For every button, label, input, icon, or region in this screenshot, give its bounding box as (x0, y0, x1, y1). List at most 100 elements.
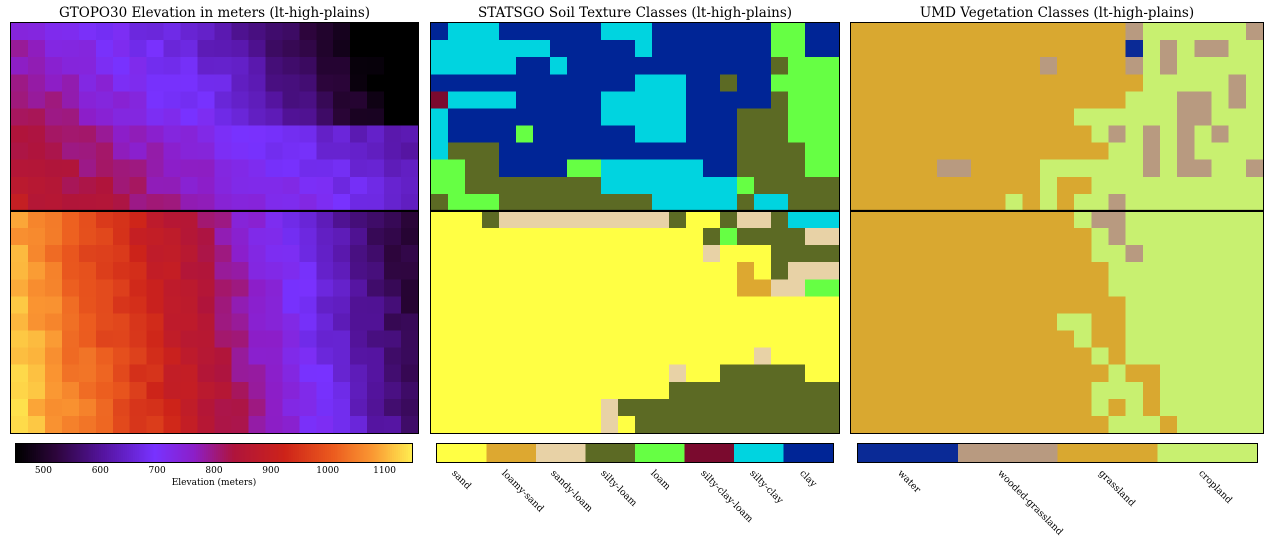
soil-cell (805, 193, 823, 212)
vegetation-cell (1194, 245, 1212, 263)
soil-cell (448, 125, 466, 143)
soil-cell (482, 313, 500, 331)
elevation-cell (180, 23, 198, 41)
vegetation-cell (1057, 364, 1075, 383)
colorbar-segment (134, 444, 138, 462)
soil-cell (482, 262, 500, 280)
soil-cell (669, 279, 687, 297)
colorbar-segment (148, 444, 152, 462)
vegetation-colorbar-swatch (858, 444, 959, 462)
vegetation-cell (1211, 108, 1230, 126)
vegetation-cell (954, 296, 972, 314)
elevation-cell (265, 57, 283, 75)
vegetation-cell (1057, 415, 1075, 433)
vegetation-cell (1108, 57, 1127, 75)
soil-cell (805, 210, 823, 229)
vegetation-cell (1039, 193, 1058, 212)
vegetation-cell (1125, 57, 1144, 75)
elevation-cell (367, 74, 385, 92)
vegetation-cell (1211, 398, 1230, 417)
elevation-cell (197, 193, 215, 212)
soil-cell (635, 296, 653, 314)
elevation-cell (282, 228, 300, 246)
soil-cell (533, 296, 551, 314)
elevation-cell (333, 398, 351, 417)
vegetation-cell (1091, 347, 1109, 366)
elevation-cell (163, 142, 181, 161)
elevation-cell (197, 296, 215, 314)
soil-cell (686, 245, 704, 263)
vegetation-cell (1211, 210, 1230, 229)
vegetation-cell (1057, 245, 1075, 263)
vegetation-cell (1091, 210, 1109, 229)
soil-cell (448, 330, 466, 348)
vegetation-cell (1177, 142, 1195, 161)
colorbar-segment (309, 444, 312, 462)
elevation-cell (11, 364, 29, 383)
soil-cell (652, 364, 670, 383)
vegetation-cell (1057, 347, 1075, 366)
soil-category-label: silty-clay-loam (697, 468, 755, 525)
vegetation-cell (1245, 245, 1263, 263)
elevation-cell (95, 279, 114, 297)
soil-cell (431, 279, 449, 297)
colorbar-segment (83, 444, 86, 462)
vegetation-cell (1022, 142, 1041, 161)
vegetation-cell (885, 313, 903, 331)
elevation-cell (146, 159, 164, 178)
elevation-cell (11, 57, 29, 75)
elevation-cell (248, 313, 266, 331)
elevation-cell (333, 415, 351, 433)
elevation-cell (299, 364, 317, 383)
vegetation-cell (868, 108, 886, 126)
soil-cell (465, 296, 483, 314)
soil-cell (635, 159, 653, 178)
soil-cell (822, 40, 839, 58)
soil-cell (822, 364, 839, 383)
colorbar-segment (180, 444, 183, 462)
soil-cell (618, 245, 636, 263)
colorbar-segment (408, 444, 411, 462)
vegetation-cell (1125, 142, 1144, 161)
soil-cell (618, 210, 636, 229)
elevation-cell (163, 210, 181, 229)
soil-cell (533, 193, 551, 212)
vegetation-cell (919, 108, 938, 126)
vegetation-cell (885, 176, 903, 195)
elevation-cell (214, 364, 232, 383)
elevation-cell (27, 415, 46, 433)
soil-cell (431, 74, 449, 92)
vegetation-cell (1211, 23, 1230, 41)
elevation-cell (214, 159, 232, 178)
elevation-cell (367, 23, 385, 41)
elevation-cell (316, 193, 334, 212)
soil-cell (601, 125, 619, 143)
vegetation-cell (988, 210, 1006, 229)
vegetation-cell (868, 23, 886, 41)
soil-cell (567, 193, 585, 212)
elevation-cell (78, 125, 97, 143)
elevation-cell (333, 74, 351, 92)
soil-cell (652, 228, 670, 246)
elevation-cell (44, 228, 63, 246)
soil-cell (482, 381, 500, 400)
elevation-cell (231, 228, 249, 246)
elevation-cell (146, 91, 164, 109)
soil-cell (686, 176, 704, 195)
vegetation-cell (1211, 74, 1230, 92)
soil-cell (703, 228, 721, 246)
elevation-cell (112, 193, 131, 212)
soil-cell (737, 23, 755, 41)
vegetation-cell (988, 313, 1006, 331)
soil-cell (703, 142, 721, 161)
colorbar-segment (245, 444, 249, 462)
colorbar-segment (223, 444, 227, 462)
vegetation-cell (1057, 40, 1075, 58)
elevation-cell (112, 23, 131, 41)
soil-cell (686, 125, 704, 143)
elevation-cell (180, 210, 198, 229)
vegetation-cell (868, 279, 886, 297)
elevation-cell (44, 125, 63, 143)
vegetation-cell (868, 398, 886, 417)
soil-cell (431, 108, 449, 126)
